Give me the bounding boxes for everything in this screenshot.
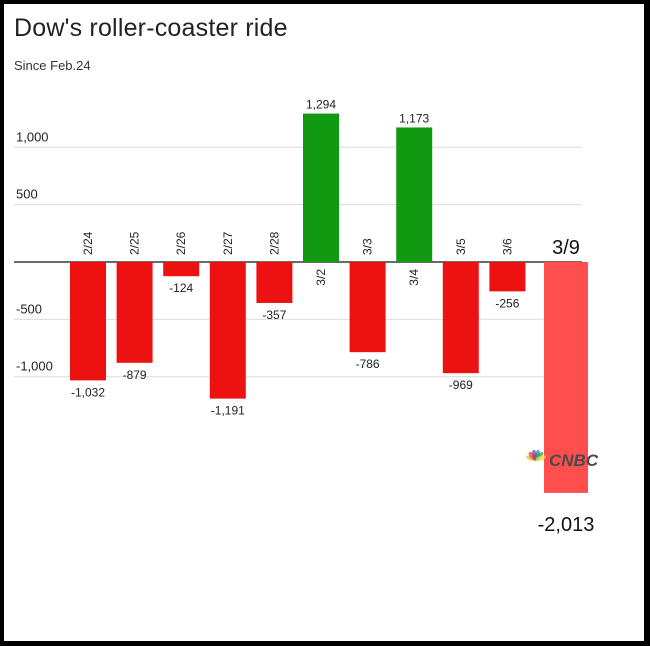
y-tick-label: -500 [16, 301, 42, 316]
value-label: -786 [356, 357, 380, 371]
bar-3-3 [349, 262, 386, 353]
y-tick-label: -1,000 [16, 359, 53, 374]
category-label: 3/9 [552, 237, 580, 259]
value-label: -1,191 [211, 404, 245, 418]
peacock-feather [535, 455, 546, 462]
bar-3-2 [303, 113, 339, 262]
value-label: -2,013 [538, 514, 595, 536]
labels: 2/24 -1,032 2/25 -879 2/26 -124 2/27 -1,191 2/28… [71, 98, 594, 536]
category-label: 2/25 [128, 231, 142, 255]
bar-3-4 [396, 127, 433, 262]
chart-title: Dow's roller-coaster ride [14, 14, 288, 42]
cnbc-watermark: CNBC [526, 449, 599, 470]
bar-2-28 [256, 262, 293, 303]
value-label: 1,294 [306, 98, 336, 112]
category-label: 2/26 [174, 231, 188, 255]
category-label: 2/27 [221, 231, 235, 255]
category-label: 3/5 [454, 238, 468, 255]
value-label: -969 [449, 378, 473, 392]
category-label: 2/24 [81, 231, 95, 255]
category-label: 3/2 [314, 269, 328, 286]
category-label: 3/6 [500, 238, 514, 255]
bar-3-6 [489, 262, 526, 292]
value-label: -357 [262, 308, 286, 322]
bar-3-9 [544, 262, 588, 493]
bar-2-24 [70, 262, 106, 381]
y-tick-label: 500 [16, 187, 38, 202]
chart-subtitle: Since Feb.24 [14, 58, 91, 73]
value-label: -256 [495, 296, 519, 310]
bar-3-5 [442, 262, 479, 374]
value-label: 1,173 [399, 111, 429, 125]
y-tick-label: 1,000 [16, 129, 49, 144]
gridlines: 1,000 500 -500 -1,000 [14, 129, 582, 378]
value-label: -124 [169, 281, 193, 295]
bar-2-27 [209, 262, 246, 399]
bar-2-25 [116, 262, 153, 363]
category-label: 2/28 [267, 231, 281, 255]
category-label: 3/3 [361, 238, 375, 255]
bar-2-26 [163, 262, 200, 277]
value-label: -879 [123, 368, 147, 382]
category-label: 3/4 [407, 269, 421, 286]
bars [70, 113, 588, 493]
cnbc-logo-text: CNBC [549, 451, 599, 470]
value-label: -1,032 [71, 385, 105, 399]
